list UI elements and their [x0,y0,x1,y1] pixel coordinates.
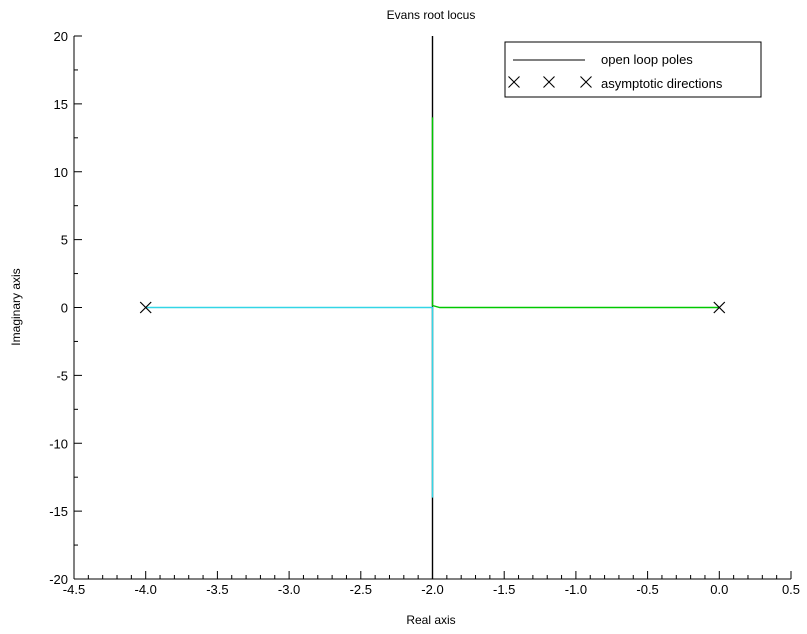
y-tick-label: -5 [56,368,68,383]
x-tick-label: -4.0 [134,582,156,597]
y-tick-label: -15 [49,504,68,519]
y-tick-label: 10 [54,165,68,180]
chart-title: Evans root locus [387,8,476,22]
pole-marker [139,301,152,314]
legend-x-markers [508,76,592,88]
y-tick-label: 5 [61,233,68,248]
x-tick-label: -0.5 [636,582,658,597]
locus-branch-1 [431,117,720,309]
x-tick-label: -1.0 [565,582,587,597]
legend-x-stroke [543,76,555,88]
series-layer [139,36,726,579]
legend-label-asymptotic-directions: asymptotic directions [601,76,723,91]
y-tick-label: -20 [49,572,68,587]
y-axis-title: Imaginary axis [9,268,23,345]
y-tick-label: 0 [61,301,68,316]
y-tick-label: -10 [49,436,68,451]
x-tick-label: -2.5 [350,582,372,597]
legend-x-stroke [580,76,592,88]
x-axis-title: Real axis [406,613,455,627]
legend-x-stroke [508,76,520,88]
x-tick-label: -3.5 [206,582,228,597]
y-tick-label: 15 [54,97,68,112]
pole-marker-stroke [139,301,152,314]
legend-x-swatch [508,76,520,88]
y-tick-label: 20 [54,29,68,44]
x-tick-label: -4.5 [63,582,85,597]
x-tick-label: -2.0 [421,582,443,597]
legend-x-swatch [543,76,555,88]
pole-marker [713,301,726,314]
legend-box [504,41,762,98]
legend-x-swatch [580,76,592,88]
legend: open loop poles asymptotic directions [504,41,762,98]
x-tick-label: -3.0 [278,582,300,597]
axes: -4.5 -4.0 -3.5 -3.0 -2.5 -2.0 -1.5 -1.0 -0.5 0.0 0… [49,29,800,597]
x-tick-label: -1.5 [493,582,515,597]
pole-marker-stroke [713,301,726,314]
legend-label-open-loop-poles: open loop poles [601,52,693,67]
locus-branch-2 [145,306,434,498]
x-tick-label: 0.5 [782,582,800,597]
x-tick-label: 0.0 [710,582,728,597]
